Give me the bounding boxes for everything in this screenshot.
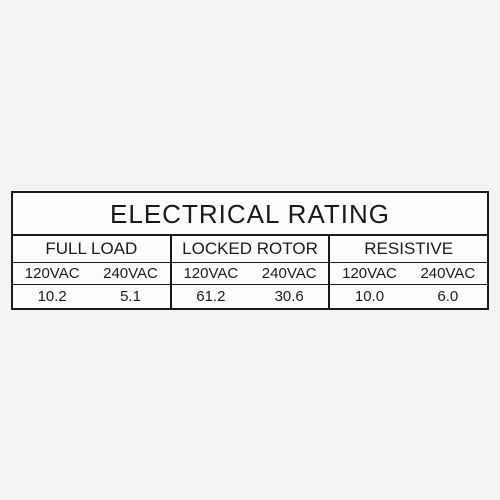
- value-cell: 5.1: [91, 285, 169, 308]
- voltage-cell-group: 120VAC 240VAC: [170, 263, 329, 284]
- voltage-cell-group: 120VAC 240VAC: [13, 263, 170, 284]
- section-header-row: FULL LOAD LOCKED ROTOR RESISTIVE: [13, 236, 487, 263]
- section-header: RESISTIVE: [328, 236, 487, 262]
- value-cell-group: 10.0 6.0: [328, 285, 487, 308]
- voltage-label: 120VAC: [13, 263, 91, 284]
- section-header: LOCKED ROTOR: [170, 236, 329, 262]
- value-cell-group: 61.2 30.6: [170, 285, 329, 308]
- voltage-label: 240VAC: [250, 263, 328, 284]
- voltage-row: 120VAC 240VAC 120VAC 240VAC 120VAC 240VA…: [13, 263, 487, 285]
- value-cell: 10.2: [13, 285, 91, 308]
- voltage-label: 120VAC: [172, 263, 250, 284]
- section-header: FULL LOAD: [13, 236, 170, 262]
- electrical-rating-plate: ELECTRICAL RATING FULL LOAD LOCKED ROTOR…: [11, 191, 489, 310]
- value-cell: 30.6: [250, 285, 328, 308]
- voltage-label: 240VAC: [409, 263, 487, 284]
- value-cell: 6.0: [409, 285, 487, 308]
- value-cell: 61.2: [172, 285, 250, 308]
- voltage-label: 120VAC: [330, 263, 408, 284]
- value-cell-group: 10.2 5.1: [13, 285, 170, 308]
- value-cell: 10.0: [330, 285, 408, 308]
- voltage-label: 240VAC: [91, 263, 169, 284]
- plate-title: ELECTRICAL RATING: [13, 193, 487, 236]
- voltage-cell-group: 120VAC 240VAC: [328, 263, 487, 284]
- value-row: 10.2 5.1 61.2 30.6 10.0 6.0: [13, 285, 487, 308]
